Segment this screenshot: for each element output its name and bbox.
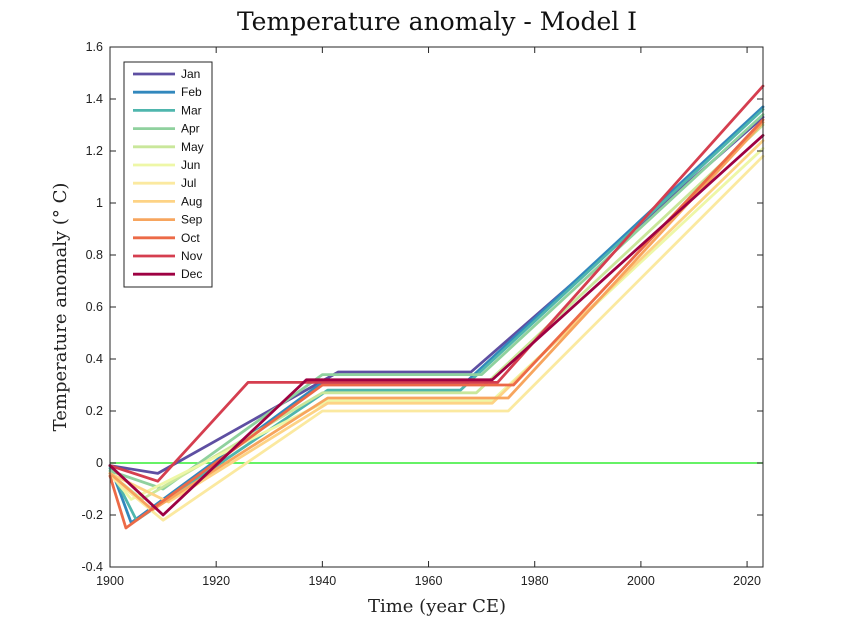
legend-label-mar: Mar: [181, 103, 202, 117]
legend-label-nov: Nov: [181, 249, 202, 263]
series-line-nov: [108, 84, 765, 483]
y-tick-label: 1: [96, 196, 103, 210]
x-tick-label: 1920: [202, 574, 230, 588]
legend-label-aug: Aug: [181, 194, 202, 208]
y-tick-label: 0.8: [86, 248, 103, 262]
y-tick-label: -0.2: [81, 508, 103, 522]
legend-label-may: May: [181, 140, 204, 154]
legend-label-sep: Sep: [181, 213, 203, 227]
y-tick-label: 1.2: [86, 144, 103, 158]
legend-label-oct: Oct: [181, 231, 200, 245]
series-layer: [108, 84, 765, 530]
y-tick-label: 0.4: [86, 352, 103, 366]
legend-label-jan: Jan: [181, 67, 200, 81]
legend-label-jun: Jun: [181, 158, 200, 172]
y-tick-label: 0: [96, 456, 103, 470]
y-tick-label: -0.4: [81, 560, 103, 574]
chart-title: Temperature anomaly - Model I: [237, 7, 637, 36]
legend-box: [123, 61, 213, 288]
legend-label-jul: Jul: [181, 176, 196, 190]
legend-label-feb: Feb: [181, 85, 202, 99]
y-tick-label: 0.6: [86, 300, 103, 314]
x-tick-label: 2000: [627, 574, 655, 588]
axis-ticks: 1900 1920 1940 1960 1980 2000 2020 -0.4 -0.2 0 0.2…: [81, 40, 763, 588]
legend-label-apr: Apr: [181, 122, 200, 136]
y-tick-label: 1.6: [86, 40, 103, 54]
y-axis-label: Temperature anomaly (° C): [50, 183, 71, 432]
x-tick-label: 1980: [521, 574, 549, 588]
x-tick-label: 1960: [415, 574, 443, 588]
x-axis-label: Time (year CE): [368, 596, 506, 617]
legend: Jan Feb Mar Apr May Jun Jul Aug Sep Oct Nov Dec: [123, 61, 213, 288]
series-line-dec: [108, 133, 765, 517]
series-line-sep: [108, 121, 765, 512]
legend-label-dec: Dec: [181, 267, 202, 281]
x-tick-label: 2020: [733, 574, 761, 588]
x-tick-label: 1900: [96, 574, 124, 588]
series-line-mar: [108, 108, 765, 522]
y-tick-label: 0.2: [86, 404, 103, 418]
series-line-oct: [108, 118, 765, 530]
y-tick-label: 1.4: [86, 92, 103, 106]
series-line-apr: [108, 113, 765, 491]
x-tick-label: 1940: [308, 574, 336, 588]
